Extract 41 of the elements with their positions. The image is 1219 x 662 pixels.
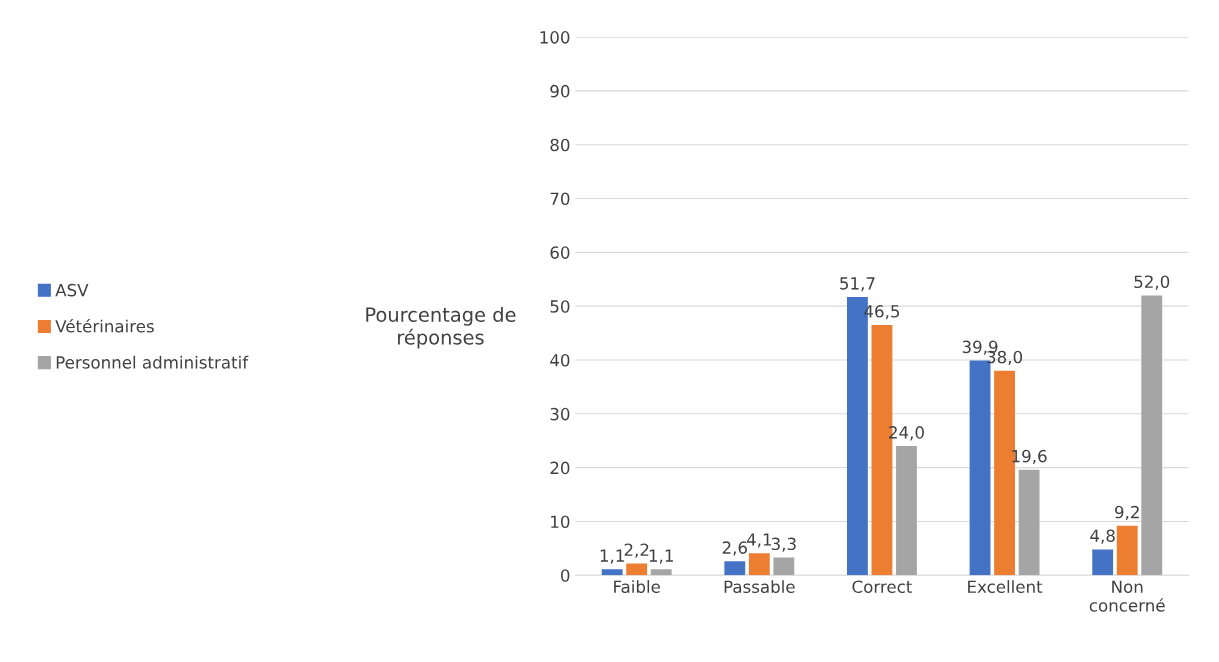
- y-tick-label: 90: [550, 84, 570, 98]
- data-label: 52,0: [1134, 275, 1170, 290]
- bar: [773, 557, 795, 576]
- y-tick-label: 0: [561, 569, 570, 582]
- data-label: 9,2: [1115, 505, 1139, 521]
- y-tick-label: 80: [550, 138, 570, 152]
- bar: [650, 569, 672, 576]
- x-tick-label: Correct: [852, 580, 912, 594]
- y-tick-label: 100: [540, 31, 570, 44]
- y-tick-label: 60: [550, 246, 570, 259]
- x-tick-label: Passable: [724, 580, 795, 594]
- legend-label: ASV: [55, 283, 89, 297]
- data-label: 4,1: [746, 533, 772, 548]
- data-label: 51,7: [840, 277, 875, 292]
- bar: [724, 561, 746, 576]
- bar: [1141, 295, 1163, 576]
- legend-label: Vétérinaires: [55, 318, 154, 333]
- data-label: 2,6: [722, 541, 747, 556]
- data-label: 1,1: [649, 549, 673, 564]
- bar: [896, 446, 917, 576]
- data-label: 2,2: [624, 543, 649, 558]
- y-tick-label: 40: [550, 353, 570, 367]
- bar: [626, 563, 648, 576]
- bar: [1018, 469, 1040, 576]
- y-tick-label: 30: [550, 407, 570, 421]
- x-tick-label: Faible: [614, 580, 660, 594]
- bar: [1092, 549, 1114, 576]
- y-tick-label: 50: [550, 300, 570, 313]
- data-label: 4,8: [1090, 529, 1115, 544]
- data-label: 1,1: [600, 549, 624, 564]
- bar: [748, 553, 770, 576]
- y-tick-label: 70: [550, 192, 570, 206]
- y-axis-title: Pourcentage de réponses: [366, 306, 516, 349]
- y-tick-label: 10: [551, 515, 570, 529]
- legend-label: Personnel administratif: [56, 355, 249, 369]
- data-label: 3,3: [771, 537, 796, 552]
- x-tick-label: Non concerné: [1089, 580, 1165, 612]
- bar: [601, 569, 623, 576]
- bar: [1116, 525, 1138, 576]
- y-tick-label: 20: [550, 461, 570, 475]
- x-tick-label: Excellent: [968, 580, 1043, 594]
